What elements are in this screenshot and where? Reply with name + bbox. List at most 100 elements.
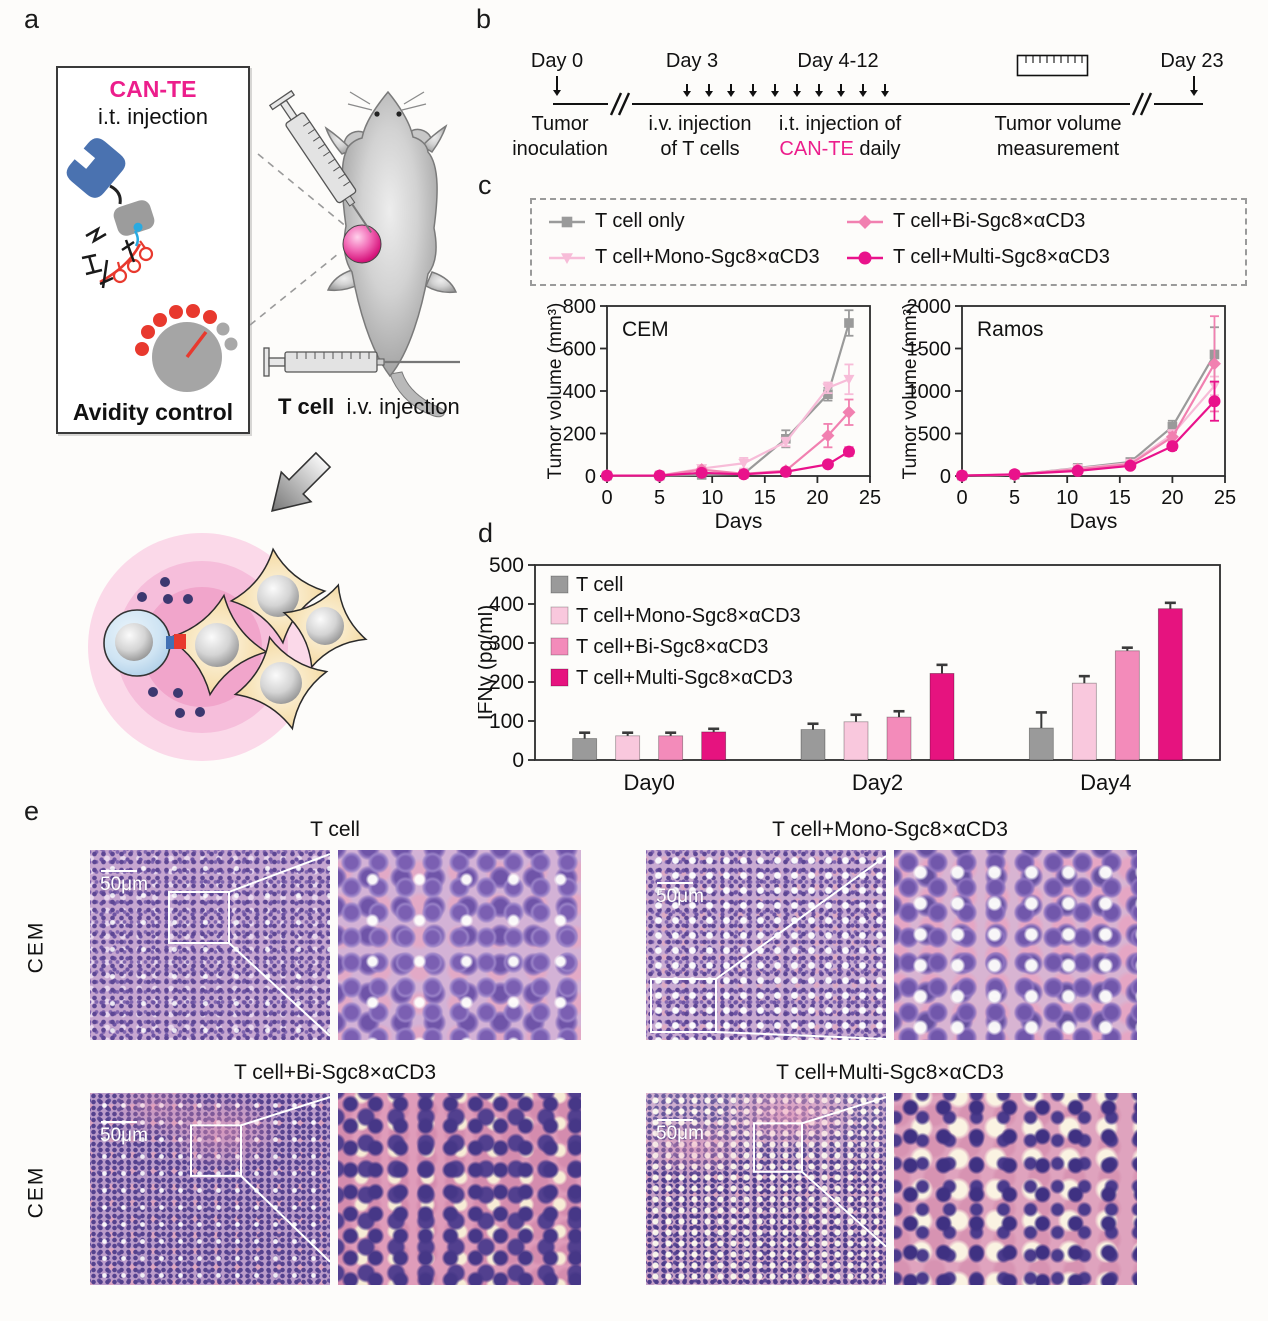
mouse-illustration [250, 89, 460, 418]
marker-circle [842, 445, 855, 458]
marker-square [844, 318, 854, 328]
marker-triangle [561, 252, 573, 264]
marker-triangle [822, 383, 834, 394]
tcell-tumor-engagement-diagram [88, 533, 368, 761]
marker-triangle [738, 458, 750, 469]
inset-rectangle [190, 1124, 242, 1177]
inset-marker-overlay [753, 1096, 886, 1248]
inset-marker-overlay [650, 855, 886, 1040]
x-tick-label: 15 [1109, 487, 1131, 509]
cytokine-dots [137, 577, 205, 718]
tumor-cell-nucleus [260, 662, 302, 704]
caption-line: i.v. injection [648, 113, 752, 135]
scalebar-label: 50μm [656, 882, 704, 907]
timeline-arrow [1189, 76, 1198, 96]
tumor-cell-nucleus [257, 575, 299, 617]
x-tick-label: 10 [1056, 487, 1078, 509]
ramos-tumor-volume-chart: 0 500 1000 1500 2000 0 5 10 15 20 25 Tumor volume (… [880, 290, 1268, 535]
caption-line: inoculation [512, 138, 608, 160]
legend-marker-icon [549, 252, 585, 264]
tumor-cell-nucleus [195, 623, 239, 667]
x-tick-label: 20 [806, 487, 828, 509]
inset-connector-line [228, 853, 330, 893]
y-tick-label: 200 [563, 424, 596, 446]
x-tick-label: 0 [956, 487, 967, 509]
legend-item: T cell+Mono-Sgc8×αCD3 [548, 246, 820, 269]
timeline-arrow [726, 84, 735, 97]
panel-label-e: e [24, 796, 40, 826]
plot-title: CEM [622, 318, 669, 341]
y-tick-label: 100 [489, 710, 524, 733]
marker-diamond [858, 214, 872, 229]
y-tick-label: 500 [918, 424, 951, 446]
inset-rectangle [650, 978, 717, 1033]
caption-line: Tumor [531, 113, 589, 135]
iv-injection-text: i.v. injection [346, 394, 460, 419]
tumor-cell-nucleus [306, 607, 344, 645]
plot-title: Ramos [977, 318, 1044, 341]
bar [843, 721, 869, 761]
caption-line: i.t. injection of [778, 113, 902, 135]
scalebar-label: 50μm [656, 1119, 704, 1144]
bar [1157, 608, 1183, 761]
histology-title-bi: T cell+Bi-Sgc8×αCD3 [233, 1061, 437, 1084]
timeline-arrow [748, 84, 757, 97]
x-tick-label: 25 [859, 487, 881, 509]
histology-title-tcell: T cell [310, 818, 360, 841]
ramos-plot: 0 500 1000 1500 2000 0 5 10 15 20 25 Tumor volume (… [900, 296, 1236, 533]
legend-label: T cell+Mono-Sgc8×αCD3 [576, 605, 801, 627]
bar [572, 738, 598, 761]
y-tick-label: 400 [489, 593, 524, 616]
y-tick-label: 500 [489, 554, 524, 577]
timeline-day23-label: Day 23 [1160, 50, 1224, 72]
marker-diamond [1165, 430, 1179, 444]
inset-connector-line [240, 1096, 330, 1127]
dial-dots-red [135, 304, 217, 356]
series-line [961, 400, 1216, 477]
histology-tcell-overview: 50μm [90, 850, 330, 1040]
it-syringe-icon [268, 89, 372, 233]
histology-multi-overview: 50μm [646, 1093, 886, 1285]
timeline-arrow [836, 84, 845, 97]
iv-syringe-icon [263, 347, 460, 377]
panel-c-legend: T cell only T cell+Mono-Sgc8×αCD3 T cell+B… [530, 198, 1247, 286]
marker-circle [956, 469, 968, 482]
timeline-arrow [858, 84, 867, 97]
timeline-arrow [682, 84, 691, 97]
legend-item: T cell+Multi-Sgc8×αCD3 [846, 246, 1110, 269]
antibody-icon [66, 138, 126, 198]
marker-diamond [842, 405, 856, 419]
x-axis-title: Days [715, 510, 763, 530]
legend-swatch [550, 606, 569, 625]
it-injection-label: i.t. injection [97, 104, 209, 129]
can-te-schematic [66, 138, 238, 392]
histology-mono-overview: 50μm [646, 850, 886, 1040]
legend-label: T cell+Multi-Sgc8×αCD3 [893, 246, 1110, 268]
cem-plot: 0 200 400 600 800 0 5 10 15 20 25 Tumor volume (mm³… [545, 296, 881, 533]
y-tick-label: 600 [563, 339, 596, 361]
dashed-callout-line-top [257, 153, 349, 229]
marker-diamond [821, 429, 835, 443]
legend-label: T cell+Bi-Sgc8×αCD3 [576, 636, 768, 658]
category-label: Day4 [1080, 770, 1131, 795]
legend-swatch [550, 637, 569, 656]
histology-multi-zoom [894, 1093, 1137, 1285]
cem-row-label-2: CEM [24, 1165, 48, 1219]
category-label: Day0 [623, 770, 674, 795]
marker-circle [737, 468, 750, 481]
histology-tcell-zoom [338, 850, 581, 1040]
y-tick-label: 1000 [907, 381, 952, 403]
inset-rectangle [168, 891, 230, 944]
marker-circle [601, 469, 613, 482]
marker-square [823, 389, 833, 399]
bar [615, 735, 641, 761]
can-te-title: CAN-TE [109, 76, 197, 102]
legend-marker-icon [847, 214, 883, 229]
engager-red-block [174, 634, 186, 649]
y-tick-label: 400 [563, 381, 596, 403]
x-tick-label: 0 [601, 487, 612, 509]
tcell-text: T cell [278, 394, 335, 419]
timeline-arrow [792, 84, 801, 97]
y-axis-title: Tumor volume (mm³) [545, 303, 566, 480]
ifng-bar-chart: 0 100 200 300 400 500 IFNγ (pg/ml) Day0 Day2 Day4… [474, 536, 1253, 803]
